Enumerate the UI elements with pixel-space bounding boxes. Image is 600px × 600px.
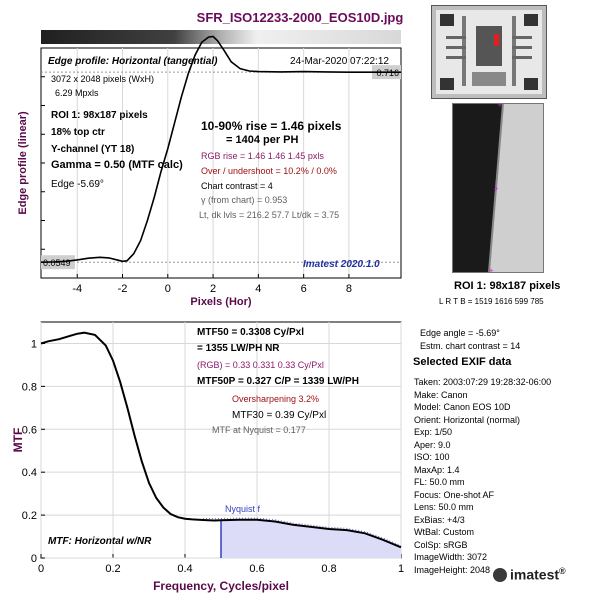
exif-line: ISO: 100 (414, 452, 450, 462)
imatest-logo-text: imatest (510, 566, 560, 583)
estm-contrast-text: Estm. chart contrast = 14 (420, 341, 521, 351)
mtf-x-tick-label: 1 (398, 563, 404, 575)
edge-angle-label: Edge -5.69° (51, 179, 104, 190)
edge-x-tick-label: 8 (346, 283, 352, 295)
svg-text:+: + (488, 266, 493, 272)
exif-line: Aper: 9.0 (414, 439, 451, 450)
rise-text: 10-90% rise = 1.46 pixels (201, 119, 342, 133)
roi-label: ROI 1: 98x187 pixels (454, 280, 561, 292)
edge-x-tick-label: -4 (72, 283, 82, 295)
exif-line: FL: 50.0 mm (414, 477, 465, 487)
edge-x-tick-label: 4 (255, 283, 261, 295)
mtf-y-axis-label: MTF (11, 428, 25, 453)
mtf-rgb-text: (RGB) = 0.33 0.331 0.33 Cy/Pxl (197, 360, 324, 370)
edge-mpxls: 6.29 Mpxls (55, 88, 99, 98)
exif-title: Selected EXIF data (413, 356, 512, 368)
exif-line: WtBal: Custom (414, 527, 475, 537)
nyquist-label: Nyquist f (225, 504, 261, 514)
svg-text:+: + (497, 104, 502, 110)
mtf-x-tick-label: 0.6 (249, 563, 264, 575)
exif-line: MaxAp: 1.4 (414, 464, 460, 475)
mtf30-text: MTF30 = 0.39 Cy/Pxl (232, 410, 327, 421)
roi-image: + + + (452, 103, 544, 273)
mtf-line (40, 331, 402, 549)
imatest-logo-icon (493, 567, 507, 582)
gamma-chart-text: γ (from chart) = 0.953 (201, 195, 288, 205)
edge-pixels: 3072 x 2048 pixels (WxH) (51, 74, 155, 84)
edge-plot-area (40, 47, 402, 279)
edge-x-tick-label: -2 (118, 283, 128, 295)
levels-text: Lt, dk lvls = 216.2 57.7 Lt/dk = 3.75 (199, 210, 340, 220)
exif-list: Taken: 2003:07:29 19:28:32-06:00 Make: Ca… (414, 376, 551, 576)
edge-max-label: 0.716 (376, 68, 399, 78)
lwph-text: = 1355 LW/PH NR (197, 343, 280, 354)
edge-date: 24-Mar-2020 07:22:12 (290, 56, 389, 67)
overshoot-text: Over / undershoot = 10.2% / 0.0% (201, 166, 337, 176)
figure-title: SFR_ISO12233-2000_EOS10D.jpg (196, 10, 404, 25)
mtf-y-tick-label: 0.6 (22, 424, 37, 436)
mtf-y-tick-label: 1 (31, 338, 37, 350)
imatest-logo-mark: ® (559, 566, 566, 576)
edge-y-axis-label: Edge profile (linear) (17, 111, 29, 215)
edge-profile-line (40, 35, 401, 263)
mtf-x-tick-label: 0.2 (105, 563, 120, 575)
oversharpening-text: Oversharpening 3.2% (232, 394, 320, 404)
edge-chart-title: Edge profile: Horizontal (tangential) (48, 56, 218, 67)
edge-x-tick-label: 2 (210, 283, 216, 295)
imatest-logo: imatest® (493, 566, 566, 583)
mtf-x-tick-label: 0.4 (177, 563, 192, 575)
edge-x-tick-label: 0 (165, 283, 171, 295)
exif-line: Lens: 50.0 mm (414, 502, 474, 512)
edge-x-axis-label: Pixels (Hor) (190, 296, 251, 308)
edge-roi: ROI 1: 98x187 pixels (51, 110, 148, 121)
chart-contrast-text: Chart contrast = 4 (201, 181, 273, 191)
test-chart-icon (436, 10, 542, 94)
edge-gradient-strip (41, 30, 401, 44)
exif-line: Model: Canon EOS 10D (414, 402, 511, 412)
exif-line: ColSp: sRGB (414, 539, 468, 550)
chart-thumbnail (431, 5, 547, 99)
mtf-x-tick-label: 0.8 (321, 563, 336, 575)
edge-angle-text: Edge angle = -5.69° (420, 328, 500, 338)
svg-text:+: + (493, 184, 498, 194)
mtf-y-tick-label: 0.8 (22, 381, 37, 393)
mtf-y-tick-label: 0.4 (22, 467, 37, 479)
nyquist-mtf-text: MTF at Nyquist = 0.177 (212, 425, 306, 435)
roi-coords: L R T B = 1519 1616 599 785 (439, 297, 544, 306)
exif-line: ImageWidth: 3072 (414, 552, 488, 562)
mtf-dotted-line (202, 517, 402, 547)
mtf50p-text: MTF50P = 0.327 C/P = 1339 LW/PH (197, 376, 359, 387)
mtf-x-tick-label: 0 (38, 563, 44, 575)
version-text: Imatest 2020.1.0 (303, 259, 380, 270)
mtf-chart-title: MTF: Horizontal w/NR (48, 536, 152, 547)
edge-min-label: 0.0549 (43, 258, 71, 268)
roi-edge-icon: + + + (453, 104, 543, 272)
mtf-above-nyquist-fill (221, 519, 401, 558)
edge-top-ctr: 18% top ctr (51, 127, 105, 138)
exif-line: Focus: One-shot AF (414, 489, 495, 500)
mtf-y-tick-label: 0.2 (22, 510, 37, 522)
exif-line: ImageHeight: 2048 (414, 564, 491, 575)
rgb-rise-text: RGB rise = 1.46 1.46 1.45 pxls (201, 151, 324, 161)
exif-line: ExBias: +4/3 (414, 514, 465, 525)
mtf-x-axis-label: Frequency, Cycles/pixel (153, 579, 289, 593)
mtf50-text: MTF50 = 0.3308 Cy/Pxl (197, 327, 305, 338)
per-ph-text: = 1404 per PH (226, 134, 299, 146)
edge-gamma: Gamma = 0.50 (MTF calc) (51, 159, 183, 171)
edge-x-tick-label: 6 (301, 283, 307, 295)
edge-channel: Y-channel (YT 18) (51, 144, 135, 155)
exif-line: Orient: Horizontal (normal) (414, 414, 521, 425)
mtf-y-tick-label: 0 (31, 553, 37, 565)
exif-line: Make: Canon (414, 389, 468, 400)
exif-line: Exp: 1/50 (414, 427, 453, 437)
exif-line: Taken: 2003:07:29 19:28:32-06:00 (414, 377, 552, 387)
